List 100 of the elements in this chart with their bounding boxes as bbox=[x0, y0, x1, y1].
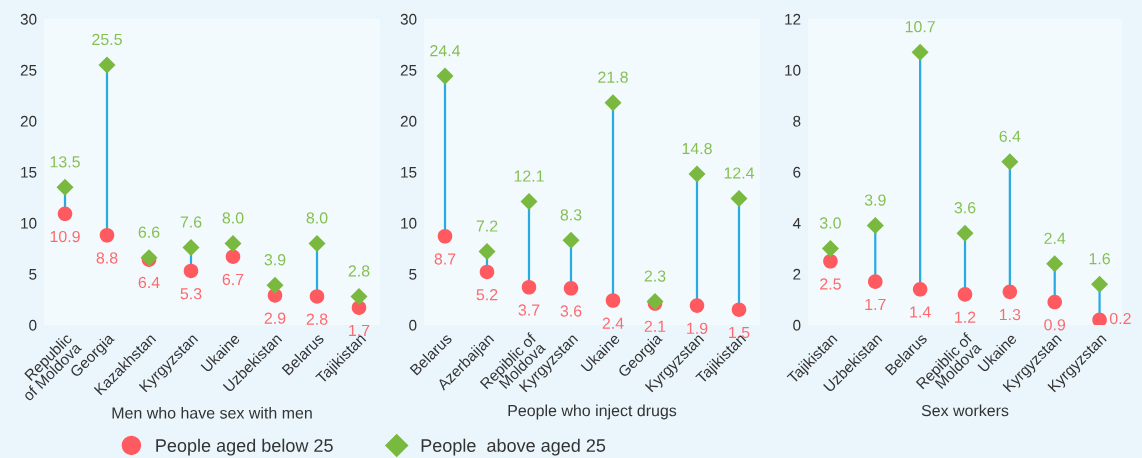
y-tick-label: 12 bbox=[785, 13, 801, 25]
data-label: 2.3 bbox=[644, 270, 666, 282]
data-label: 1.7 bbox=[865, 298, 886, 310]
y-tick-label: 30 bbox=[20, 13, 37, 25]
point bbox=[308, 234, 326, 252]
data-label: 6.7 bbox=[222, 273, 244, 286]
point bbox=[437, 228, 453, 244]
data-label: 1.9 bbox=[687, 322, 708, 335]
data-label: 2.8 bbox=[348, 265, 370, 277]
point bbox=[866, 217, 884, 235]
data-label: 1.3 bbox=[999, 308, 1021, 321]
data-label: 8.7 bbox=[434, 253, 456, 265]
data-label: 3.6 bbox=[560, 305, 582, 317]
data-label: 7.6 bbox=[180, 216, 202, 228]
data-label: 1.4 bbox=[910, 306, 931, 318]
y-tick-label: 10 bbox=[401, 217, 417, 229]
point bbox=[731, 302, 747, 317]
y-tick-label: 10 bbox=[21, 217, 37, 229]
data-label: 3.9 bbox=[864, 194, 886, 206]
data-label: 5.3 bbox=[180, 288, 202, 300]
data-label: 3.6 bbox=[954, 202, 976, 214]
data-label: 7.2 bbox=[476, 220, 498, 232]
y-tick-label: 6 bbox=[793, 166, 801, 178]
point bbox=[350, 287, 368, 305]
y-tick-label: 15 bbox=[21, 167, 37, 178]
y-tick-label: 0 bbox=[793, 319, 801, 331]
data-label: 1.6 bbox=[1089, 253, 1110, 265]
data-label: 8.0 bbox=[306, 212, 328, 224]
y-tick-label: 5 bbox=[29, 269, 37, 280]
point bbox=[224, 234, 242, 252]
point bbox=[1091, 275, 1109, 293]
point bbox=[99, 227, 115, 243]
point bbox=[521, 279, 537, 295]
x-axis-title: People who inject drugs bbox=[508, 404, 677, 420]
point bbox=[956, 224, 974, 242]
data-label: 8.8 bbox=[96, 252, 118, 264]
data-label: 8.0 bbox=[222, 212, 244, 224]
point bbox=[912, 282, 928, 297]
data-label: 3.9 bbox=[264, 254, 286, 266]
point bbox=[1092, 312, 1107, 325]
y-tick-label: 15 bbox=[401, 167, 417, 178]
point bbox=[563, 281, 579, 296]
data-label: 6.6 bbox=[138, 226, 160, 238]
point bbox=[436, 67, 454, 85]
data-label: 21.8 bbox=[598, 71, 628, 83]
point bbox=[605, 293, 621, 308]
data-label: 1.7 bbox=[349, 324, 370, 336]
point bbox=[520, 193, 538, 211]
data-label: 12.4 bbox=[724, 167, 755, 179]
point bbox=[911, 43, 929, 61]
point bbox=[1001, 153, 1019, 171]
data-label: 6.4 bbox=[999, 130, 1021, 142]
point bbox=[1046, 255, 1064, 273]
point bbox=[225, 249, 241, 264]
point bbox=[1002, 284, 1018, 300]
point bbox=[562, 231, 580, 249]
point bbox=[689, 298, 705, 313]
y-tick-label: 25 bbox=[400, 64, 417, 76]
point bbox=[479, 264, 495, 280]
legend-label: People above aged 25 bbox=[421, 438, 606, 456]
data-label: 2.9 bbox=[264, 312, 286, 324]
point bbox=[821, 239, 839, 258]
y-tick-label: 2 bbox=[793, 268, 801, 280]
point bbox=[98, 56, 116, 74]
point bbox=[604, 94, 622, 112]
point bbox=[182, 238, 200, 256]
data-label: 2.4 bbox=[602, 317, 624, 329]
point bbox=[823, 253, 838, 269]
data-label: 14.8 bbox=[682, 142, 712, 155]
data-label: 24.4 bbox=[430, 44, 461, 57]
point bbox=[688, 165, 706, 183]
data-label: 2.5 bbox=[820, 278, 841, 290]
data-label: 2.4 bbox=[1044, 232, 1066, 244]
data-label: 6.4 bbox=[138, 276, 160, 289]
point bbox=[868, 274, 883, 289]
point bbox=[478, 243, 496, 261]
point bbox=[957, 287, 973, 302]
y-tick-label: 8 bbox=[793, 115, 801, 127]
data-label: 0.2 bbox=[1109, 312, 1131, 325]
data-label: 8.3 bbox=[560, 209, 582, 221]
data-label: 13.5 bbox=[50, 156, 80, 168]
x-axis-title: Sex workers bbox=[921, 404, 1009, 417]
legend-label: People aged below 25 bbox=[156, 438, 333, 456]
data-label: 10.7 bbox=[905, 21, 935, 33]
data-label: 25.5 bbox=[92, 33, 122, 46]
x-axis-title: Men who have sex with men bbox=[112, 406, 312, 419]
y-tick-label: 0 bbox=[29, 319, 37, 331]
y-tick-label: 20 bbox=[400, 115, 417, 127]
data-label: 10.9 bbox=[50, 230, 80, 243]
y-tick-label: 30 bbox=[400, 13, 417, 25]
y-tick-label: 25 bbox=[20, 64, 37, 76]
data-label: 0.9 bbox=[1044, 319, 1066, 331]
data-label: 2.1 bbox=[644, 320, 666, 332]
data-label: 12.1 bbox=[514, 170, 544, 182]
data-label: 3.0 bbox=[819, 217, 841, 229]
point bbox=[1047, 294, 1062, 310]
point bbox=[730, 190, 748, 208]
y-tick-label: 20 bbox=[20, 115, 37, 127]
point bbox=[57, 206, 73, 222]
data-label: 3.7 bbox=[518, 304, 540, 316]
